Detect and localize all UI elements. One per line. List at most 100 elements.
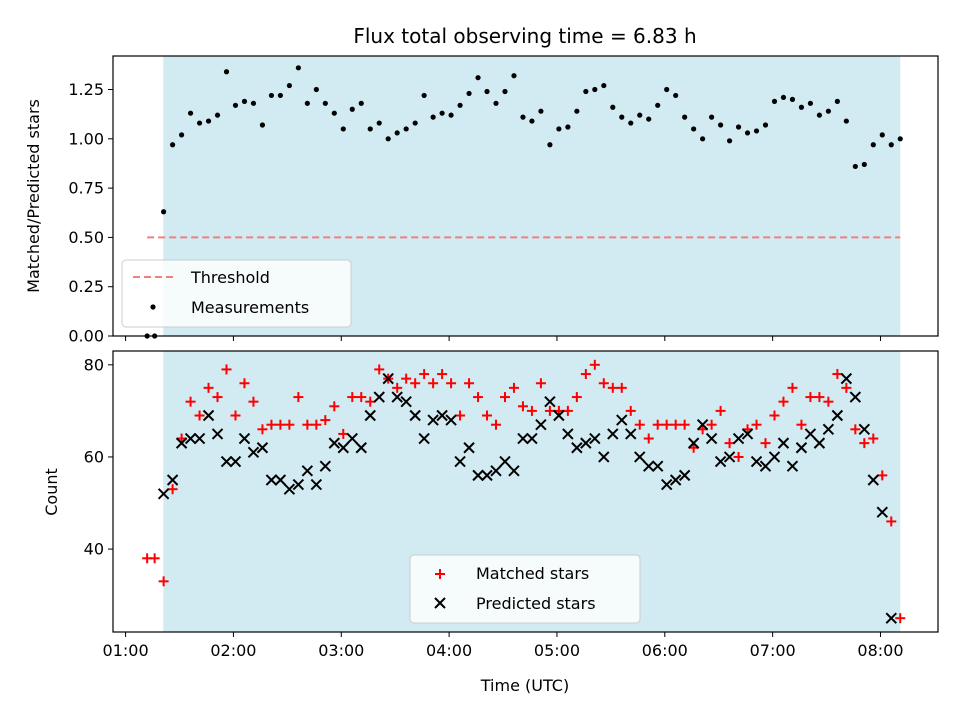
predicted-stars-point — [885, 612, 897, 624]
matched-stars-point — [428, 378, 439, 389]
measurements-point — [691, 126, 697, 132]
measurements-point — [268, 92, 275, 99]
measurements-point — [313, 86, 319, 93]
measurements-point — [295, 65, 301, 71]
measurements-point — [556, 126, 562, 132]
measurements-point — [502, 88, 508, 95]
matched-stars-point — [751, 419, 762, 430]
matched-stars-point — [311, 419, 322, 430]
measurements-point — [178, 132, 185, 138]
matched-stars-point — [212, 392, 223, 403]
matched-stars-point — [491, 419, 502, 430]
measurements-point — [331, 110, 337, 116]
matched-stars-point — [356, 392, 367, 403]
matched-stars-point — [634, 419, 645, 430]
matched-stars-point — [203, 382, 214, 393]
matched-stars-point — [293, 392, 304, 403]
matched-stars-point — [706, 419, 717, 430]
measurements-point — [843, 118, 849, 124]
predicted-stars-point — [813, 437, 826, 449]
matched-stars-point — [661, 419, 672, 430]
matched-stars-point — [239, 378, 250, 389]
predicted-stars-point — [391, 391, 403, 403]
legend-matched-swatch — [435, 569, 445, 579]
ratio-legend: Threshold Measurements — [121, 259, 352, 328]
measurements-point — [547, 142, 553, 148]
predicted-stars-point — [382, 372, 394, 385]
matched-stars-point — [832, 369, 843, 380]
predicted-stars-point — [481, 469, 493, 482]
predicted-stars-point — [283, 483, 296, 495]
predicted-stars-point — [786, 460, 799, 472]
measurements-point — [834, 98, 840, 104]
measurements-point — [700, 136, 706, 142]
measurements-point — [726, 138, 733, 144]
ratio-y-tick-label: 1.00 — [68, 129, 104, 148]
predicted-stars-point — [669, 474, 682, 486]
legend-measurements-label: Measurements — [191, 298, 309, 317]
matched-stars-point — [769, 410, 780, 421]
x-tick-label: 02:00 — [210, 641, 256, 660]
measurements-point — [241, 98, 248, 104]
legend-box — [121, 259, 352, 328]
matched-stars-point — [508, 382, 519, 393]
predicted-stars-point — [211, 428, 224, 440]
matched-stars-point — [823, 396, 834, 407]
predicted-stars-point — [687, 437, 700, 449]
predicted-stars-point — [795, 442, 808, 454]
predicted-stars-point — [310, 478, 323, 491]
predicted-stars-point — [517, 432, 529, 445]
ratio-y-tick-label: 0.75 — [68, 179, 104, 198]
matched-stars-point — [473, 392, 484, 403]
predicted-stars-point — [643, 460, 655, 472]
matched-stars-point — [841, 382, 852, 393]
matched-stars-point — [625, 405, 636, 416]
predicted-stars-point — [562, 428, 574, 440]
matched-stars-point — [724, 438, 735, 449]
matched-stars-point — [302, 419, 313, 430]
predicted-stars-point — [400, 395, 412, 408]
predicted-stars-point — [759, 460, 772, 472]
chart-title: Flux total observing time = 6.83 h — [353, 24, 696, 48]
measurements-point — [322, 100, 328, 106]
matched-stars-point — [733, 451, 744, 462]
matched-stars-point — [347, 392, 358, 403]
predicted-stars-point — [355, 442, 367, 454]
measurements-point — [232, 102, 239, 108]
predicted-stars-point — [202, 409, 215, 422]
measurements-point — [340, 126, 346, 132]
matched-stars-point — [895, 613, 906, 624]
predicted-stars-point — [418, 432, 430, 445]
matched-stars-point — [365, 396, 376, 407]
measurements-point — [277, 92, 284, 99]
measurements-point — [798, 104, 805, 110]
matched-stars-point — [580, 369, 591, 380]
predicted-stars-point — [409, 409, 421, 422]
legend-threshold-label: Threshold — [190, 268, 270, 287]
predicted-stars-point — [292, 478, 305, 491]
x-tick-label: 08:00 — [857, 641, 903, 660]
predicted-stars-point — [553, 409, 565, 422]
matched-stars-point — [796, 419, 807, 430]
matched-stars-point — [455, 410, 466, 421]
measurements-point — [520, 114, 526, 120]
measurements-point — [807, 100, 814, 106]
x-tick-label: 05:00 — [534, 641, 580, 660]
measurements-point — [655, 102, 661, 108]
predicted-stars-point — [589, 432, 601, 445]
predicted-stars-point — [607, 428, 619, 440]
measurements-point — [870, 142, 876, 148]
predicted-stars-point — [714, 455, 727, 468]
ratio-y-tick-label: 0.25 — [68, 277, 104, 296]
measurements-point — [825, 108, 831, 114]
measurements-point — [304, 100, 310, 106]
measurements-point — [205, 118, 212, 124]
matched-stars-point — [598, 378, 609, 389]
measurements-point — [538, 108, 544, 114]
predicted-stars-point — [678, 469, 691, 482]
measurements-point — [250, 100, 257, 106]
measurements-point — [439, 110, 445, 116]
matched-stars-point — [446, 378, 457, 389]
predicted-stars-point — [651, 460, 664, 472]
